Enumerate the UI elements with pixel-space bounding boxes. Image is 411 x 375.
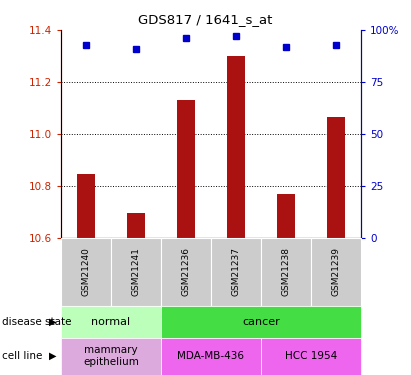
Text: GSM21241: GSM21241 — [132, 248, 140, 296]
Bar — [127, 213, 145, 238]
Text: HCC 1954: HCC 1954 — [285, 351, 337, 361]
Text: GSM21238: GSM21238 — [282, 248, 290, 296]
Text: normal: normal — [91, 316, 130, 327]
Text: GSM21239: GSM21239 — [331, 248, 340, 296]
Text: GDS817 / 1641_s_at: GDS817 / 1641_s_at — [139, 13, 272, 26]
Text: cell line: cell line — [2, 351, 42, 361]
Text: ▶: ▶ — [49, 316, 56, 327]
Text: GSM21237: GSM21237 — [231, 248, 240, 296]
Bar — [77, 174, 95, 238]
Text: ▶: ▶ — [49, 351, 56, 361]
Bar — [177, 100, 194, 238]
Text: GSM21236: GSM21236 — [181, 248, 190, 296]
Text: GSM21240: GSM21240 — [81, 248, 90, 296]
Bar — [277, 194, 295, 238]
Text: MDA-MB-436: MDA-MB-436 — [177, 351, 245, 361]
Bar — [227, 56, 245, 238]
Bar — [327, 117, 344, 238]
Text: disease state: disease state — [2, 316, 72, 327]
Text: mammary
epithelium: mammary epithelium — [83, 345, 139, 367]
Text: cancer: cancer — [242, 316, 280, 327]
